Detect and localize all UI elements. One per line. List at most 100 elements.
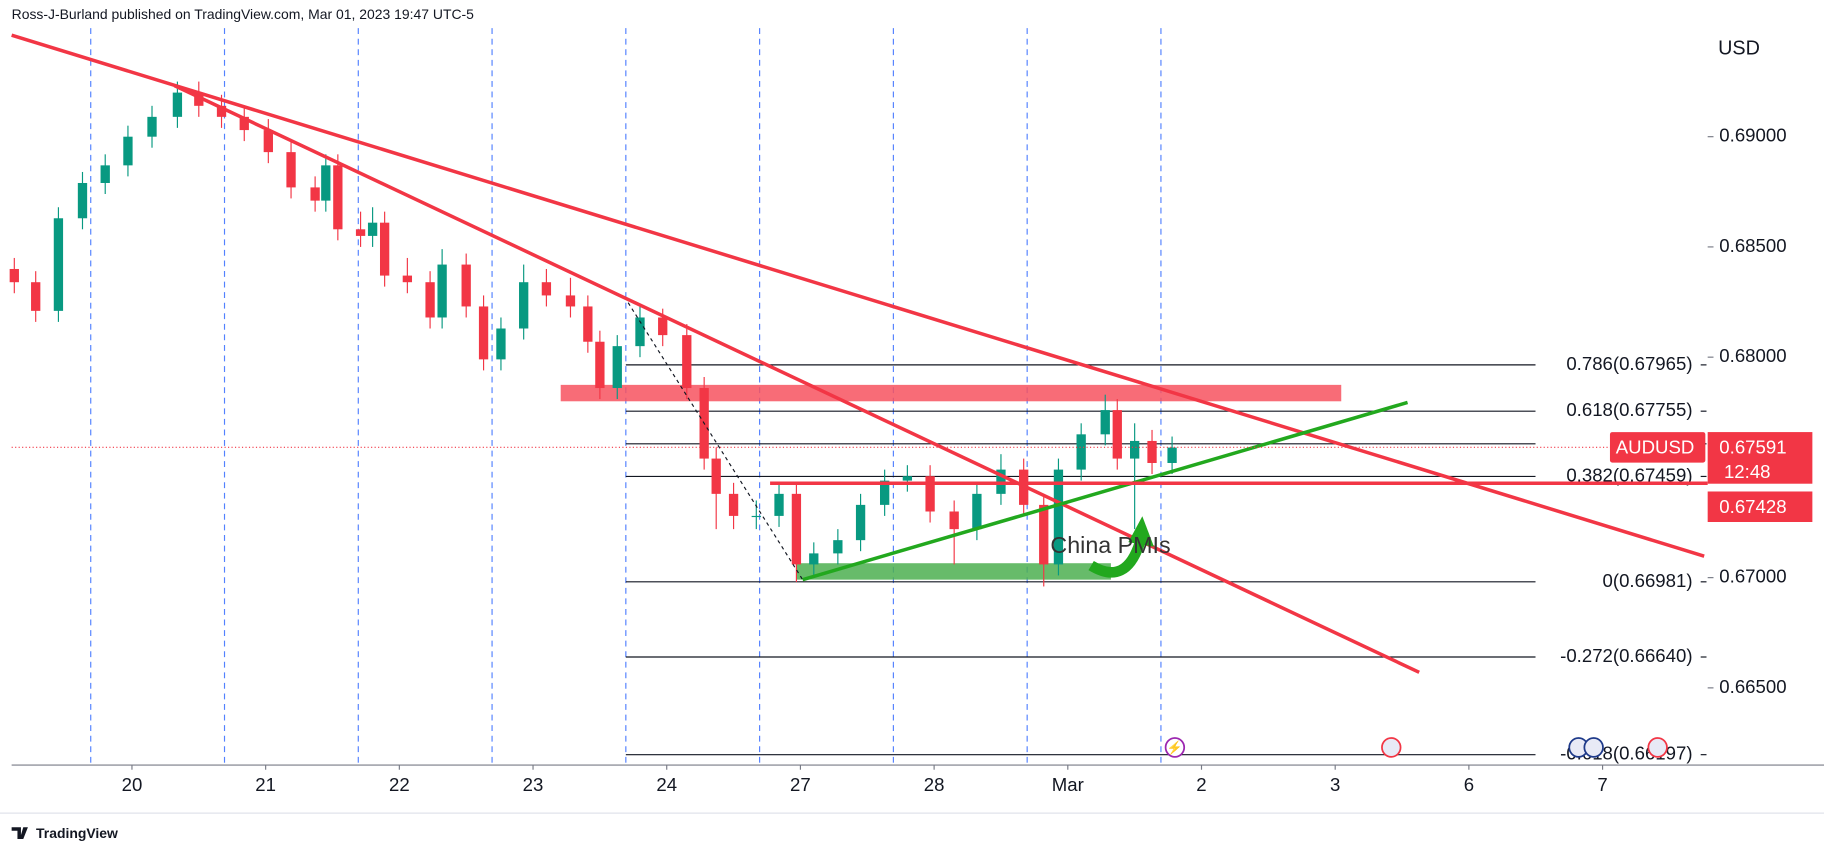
candle-body xyxy=(925,476,935,512)
candle-body xyxy=(321,165,331,201)
footer-logo xyxy=(11,827,28,839)
candle-body xyxy=(1147,440,1157,463)
level-tag-label: 0.67428 xyxy=(1719,496,1786,517)
x-tick-label: 21 xyxy=(255,774,276,795)
axes-layer: 20 21 22 23 24 27 28 Mar 2 3 6 70.690000.685000.680… xyxy=(0,125,1824,814)
candle-body xyxy=(879,480,890,505)
event-icon[interactable] xyxy=(1647,737,1668,758)
candle-body xyxy=(1167,447,1177,463)
candle-body xyxy=(402,275,413,283)
event-icon[interactable] xyxy=(1164,737,1186,758)
y-tick-label: 0.66500 xyxy=(1719,676,1786,697)
annotation: China PMIs xyxy=(1050,532,1170,558)
candle-body xyxy=(902,476,913,481)
currency: USD xyxy=(1718,37,1760,59)
level-tag xyxy=(1707,491,1813,522)
drawings-layer: ⚡ xyxy=(11,33,1705,758)
candle-body xyxy=(9,268,19,283)
candle-body xyxy=(216,105,227,117)
price-tag-label: 0.67591 xyxy=(1719,436,1786,457)
y-tick-label: 0.69000 xyxy=(1719,125,1786,146)
y-tick-label: 0.68500 xyxy=(1719,235,1786,256)
arrow-head xyxy=(1128,516,1154,547)
candle-body xyxy=(612,346,622,389)
countdown: 12:48 xyxy=(1724,461,1771,482)
candle-body xyxy=(541,282,552,296)
candle-body xyxy=(833,540,843,554)
candle-body xyxy=(949,511,959,530)
candle-body xyxy=(855,504,866,541)
fib-trend xyxy=(627,302,804,580)
event-glyph: ⚡ xyxy=(1167,740,1183,756)
candle-body xyxy=(658,317,668,336)
x-tick-label: 7 xyxy=(1597,774,1607,795)
candle-body xyxy=(972,493,982,530)
trendline xyxy=(173,84,1420,674)
fib-label: 0(0.66981) xyxy=(1603,570,1693,591)
fib-label: 0.382(0.67459) xyxy=(1566,464,1692,485)
time-axis-bg xyxy=(0,765,1824,812)
candle-body xyxy=(496,328,506,360)
x-tick-label: 22 xyxy=(389,774,410,795)
fib-label: 0.786(0.67965) xyxy=(1566,353,1692,374)
candle-body xyxy=(310,187,320,201)
candle-body xyxy=(1076,434,1086,470)
candle-body xyxy=(1129,440,1140,459)
publisher: Ross-J-Burland published on TradingView.… xyxy=(12,6,475,22)
candle-body xyxy=(519,282,529,329)
candle-body xyxy=(728,493,739,516)
candle-body xyxy=(355,229,366,236)
candle-body xyxy=(194,92,204,106)
footer-brand: TradingView xyxy=(36,825,118,841)
candle-body xyxy=(77,182,88,219)
candle-body xyxy=(583,306,593,342)
candle-body xyxy=(565,295,576,307)
candle-body xyxy=(1100,410,1110,435)
event-icon[interactable] xyxy=(1381,737,1402,758)
candle-body xyxy=(147,116,157,137)
arrow xyxy=(1088,540,1145,578)
symbol-tag xyxy=(1609,432,1706,463)
support-zone xyxy=(796,563,1111,580)
candle-body xyxy=(595,341,605,389)
x-tick-label: 6 xyxy=(1464,774,1474,795)
candle-body xyxy=(123,136,133,166)
candle-body xyxy=(333,165,343,230)
y-tick-label: 0.67000 xyxy=(1719,566,1786,587)
candle-body xyxy=(286,152,296,188)
fib-label: -0.272(0.66640) xyxy=(1560,645,1692,666)
candle-body xyxy=(1053,469,1064,565)
candle-body xyxy=(774,493,784,516)
candle-body xyxy=(31,282,41,311)
price-tag xyxy=(1707,432,1813,484)
trendline xyxy=(802,400,1409,582)
candle-body xyxy=(367,222,378,236)
symbol-label: AUDUSD xyxy=(1616,436,1695,457)
x-tick-label: 20 xyxy=(122,774,143,795)
candle-body xyxy=(100,165,110,183)
x-tick-label: Mar xyxy=(1052,774,1084,795)
event-icon[interactable] xyxy=(1583,737,1604,758)
candle-body xyxy=(379,222,390,276)
candle-body xyxy=(791,493,802,565)
candle-body xyxy=(53,218,64,311)
candle-body xyxy=(239,116,249,131)
candle-body xyxy=(809,553,819,565)
candle-body xyxy=(635,317,645,347)
fib-label: 0.618(0.67755) xyxy=(1566,399,1692,420)
candle-body xyxy=(682,335,692,389)
x-tick-label: 3 xyxy=(1330,774,1340,795)
candle-body xyxy=(172,92,183,117)
candle-body xyxy=(711,458,721,494)
candle-body xyxy=(751,515,761,518)
x-tick-label: 28 xyxy=(924,774,945,795)
x-tick-label: 27 xyxy=(790,774,811,795)
x-tick-label: 2 xyxy=(1196,774,1206,795)
y-tick-label: 0.68000 xyxy=(1719,345,1786,366)
candle-body xyxy=(425,282,435,318)
x-tick-label: 24 xyxy=(656,774,677,795)
